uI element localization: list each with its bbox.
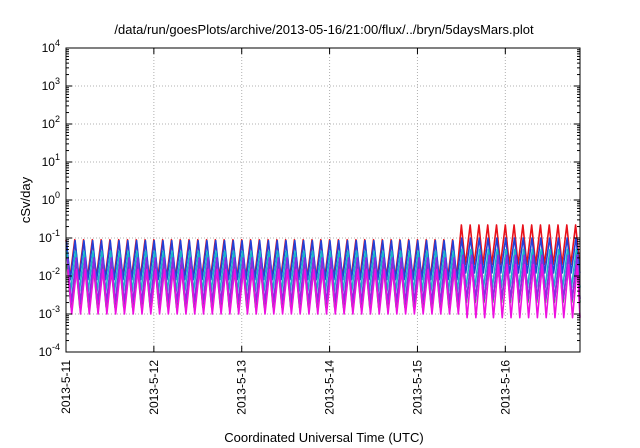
y-tick-exponent: -2: [52, 266, 60, 276]
y-tick-label: 10-1: [39, 228, 60, 245]
y-tick-exponent: 1: [55, 152, 60, 162]
y-tick-exponent: 3: [55, 76, 60, 86]
y-tick-base: 10: [42, 155, 56, 169]
y-tick-exponent: -1: [52, 228, 60, 238]
y-tick-exponent: -4: [52, 342, 60, 352]
y-tick-exponent: 2: [55, 114, 60, 124]
y-tick-label: 101: [42, 152, 60, 169]
y-tick-base: 10: [39, 231, 53, 245]
y-tick-label: 10-3: [39, 304, 60, 321]
y-tick-label: 104: [42, 38, 60, 55]
y-tick-base: 10: [39, 345, 53, 359]
y-tick-base: 10: [42, 117, 56, 131]
y-tick-base: 10: [42, 193, 56, 207]
y-tick-label: 10-2: [39, 266, 60, 283]
y-tick-label: 10-4: [39, 342, 60, 359]
y-axis-label: cSv/day: [18, 176, 33, 223]
x-tick-label: 2013-5-16: [498, 360, 512, 415]
y-tick-base: 10: [42, 41, 56, 55]
y-tick-exponent: -3: [52, 304, 60, 314]
y-tick-exponent: 4: [55, 38, 60, 48]
y-tick-base: 10: [39, 307, 53, 321]
y-tick-base: 10: [42, 79, 56, 93]
x-axis-label: Coordinated Universal Time (UTC): [224, 430, 423, 445]
y-tick-exponent: 0: [55, 190, 60, 200]
x-tick-label: 2013-5-13: [235, 360, 249, 415]
y-tick-label: 100: [42, 190, 60, 207]
x-tick-label: 2013-5-14: [323, 360, 337, 415]
y-tick-label: 102: [42, 114, 60, 131]
x-tick-labels: 2013-5-11 2013-5-12 2013-5-13 2013-5-14 2013…: [59, 360, 512, 415]
y-tick-base: 10: [39, 269, 53, 283]
series-layer: [65, 224, 581, 319]
axis-ticks: [65, 47, 580, 353]
x-tick-label: 2013-5-12: [147, 360, 161, 415]
series-line: [66, 263, 581, 319]
x-tick-label: 2013-5-15: [410, 360, 424, 415]
x-tick-label: 2013-5-11: [59, 360, 73, 414]
chart-title: /data/run/goesPlots/archive/2013-05-16/2…: [114, 22, 534, 37]
y-tick-label: 103: [42, 76, 60, 93]
